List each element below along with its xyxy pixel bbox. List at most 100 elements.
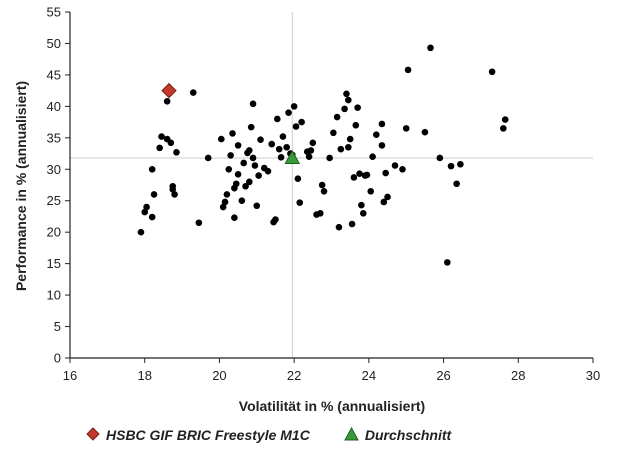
data-point [354, 104, 361, 111]
y-tick-label: 15 [47, 256, 61, 271]
data-point [294, 175, 302, 183]
data-point [404, 66, 412, 74]
y-tick-label: 45 [47, 67, 61, 82]
data-point [367, 187, 375, 195]
data-point [346, 135, 354, 143]
data-point [345, 96, 352, 104]
data-point [255, 172, 262, 179]
data-point [500, 125, 507, 132]
x-axis-title: Volatilität in % (annualisiert) [239, 398, 425, 414]
data-point [402, 125, 410, 132]
legend-item-fund: HSBC GIF BRIC Freestyle M1C [86, 426, 310, 444]
data-point [335, 223, 343, 231]
data-point [141, 208, 149, 216]
data-point [350, 174, 358, 181]
data-point [148, 213, 156, 221]
data-point [137, 228, 145, 236]
green-triangle-icon [343, 426, 359, 444]
data-point [219, 203, 227, 211]
red-diamond-icon [86, 426, 100, 444]
data-point [257, 136, 264, 144]
data-point [277, 154, 285, 161]
average-point [284, 149, 301, 165]
data-point [298, 118, 305, 126]
data-point [249, 154, 257, 162]
data-point [421, 128, 429, 136]
data-point [246, 178, 253, 186]
data-point [264, 167, 272, 175]
data-point [285, 109, 292, 116]
y-tick-label: 35 [47, 130, 61, 145]
data-point [223, 191, 231, 198]
data-point [148, 165, 156, 173]
data-point [225, 165, 233, 173]
x-tick-label: 18 [137, 368, 151, 383]
data-point [378, 142, 386, 149]
data-point [444, 259, 451, 266]
data-point [348, 220, 356, 228]
data-point [167, 139, 175, 147]
data-point [279, 133, 287, 140]
data-point [380, 198, 388, 206]
y-tick-label: 10 [47, 288, 61, 303]
data-point [292, 123, 300, 130]
data-point [221, 198, 229, 206]
data-point [232, 180, 240, 188]
data-point [247, 123, 255, 131]
x-tick-label: 22 [287, 368, 301, 383]
data-point [343, 90, 350, 98]
data-point [363, 171, 371, 179]
data-point [359, 210, 367, 217]
data-point [352, 121, 360, 129]
data-point [143, 203, 150, 211]
data-point [229, 130, 236, 137]
y-tick-label: 20 [47, 225, 61, 240]
data-point [341, 105, 348, 113]
data-point [234, 171, 242, 178]
data-point [501, 116, 509, 123]
data-point [316, 210, 324, 217]
x-tick-label: 24 [362, 368, 376, 383]
data-point [246, 147, 253, 154]
data-point [326, 154, 333, 162]
data-point [488, 68, 496, 76]
data-point [382, 169, 389, 177]
data-point [274, 115, 281, 123]
fund-point [161, 82, 177, 99]
data-point [195, 219, 203, 227]
data-point [358, 201, 365, 209]
data-point [251, 162, 259, 169]
data-point [171, 191, 178, 198]
data-point [150, 191, 158, 198]
data-point [240, 159, 248, 167]
data-point [457, 160, 464, 168]
data-points [137, 44, 509, 266]
data-point [369, 153, 376, 160]
data-point [163, 98, 171, 105]
data-point [373, 131, 380, 138]
y-tick-label: 40 [47, 99, 61, 114]
data-point [384, 193, 391, 201]
data-point [169, 186, 177, 193]
y-tick-label: 0 [54, 351, 61, 366]
legend-item-average: Durchschnitt [343, 426, 451, 444]
y-tick-label: 5 [54, 319, 61, 334]
data-point [307, 147, 315, 154]
data-point [318, 181, 326, 189]
data-point [391, 162, 399, 169]
y-axis-title: Performance in % (annualisiert) [13, 81, 29, 291]
data-point [253, 202, 261, 210]
data-point [305, 153, 313, 160]
y-tick-label: 50 [47, 36, 61, 51]
data-point [330, 129, 337, 137]
data-point [275, 145, 283, 153]
data-point [204, 154, 212, 162]
chart-axes [65, 11, 594, 363]
reference-lines [70, 12, 593, 358]
data-point [356, 170, 363, 177]
data-point [189, 89, 197, 96]
y-tick-label: 30 [47, 162, 61, 177]
x-tick-label: 20 [212, 368, 226, 383]
data-point [217, 135, 225, 143]
